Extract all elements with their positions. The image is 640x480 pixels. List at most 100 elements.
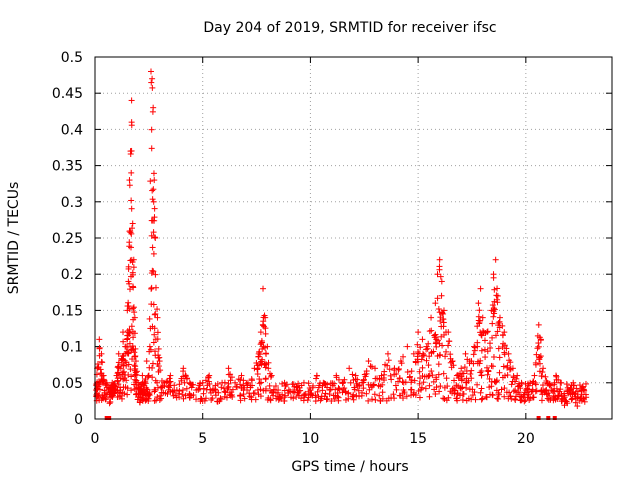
data-point: [212, 387, 219, 394]
data-point: [318, 395, 325, 402]
data-point: [119, 376, 126, 383]
data-point: [495, 322, 502, 329]
x-tick-label: 0: [91, 431, 100, 447]
data-point: [152, 284, 159, 291]
data-point: [257, 393, 264, 400]
data-point: [290, 395, 297, 402]
data-point: [423, 346, 430, 353]
data-point: [539, 382, 546, 389]
data-point: [261, 323, 268, 330]
data-point: [445, 394, 452, 401]
data-point: [399, 378, 406, 385]
data-point: [190, 381, 197, 388]
data-point: [149, 374, 156, 381]
data-point: [367, 363, 374, 370]
data-point: [353, 380, 360, 387]
data-point: [583, 394, 590, 401]
data-point: [238, 384, 245, 391]
data-point: [488, 362, 495, 369]
data-point: [477, 389, 484, 396]
data-point: [225, 383, 232, 390]
data-point: [360, 385, 367, 392]
data-point: [433, 374, 440, 381]
data-point: [129, 225, 136, 232]
data-point: [123, 377, 130, 384]
data-point: [365, 358, 372, 365]
data-point: [112, 383, 119, 390]
data-point: [161, 382, 168, 389]
grid-lines: [95, 57, 612, 419]
data-point: [215, 389, 222, 396]
data-point: [184, 375, 191, 382]
data-point: [290, 381, 297, 388]
data-point: [148, 126, 155, 133]
data-point: [432, 390, 439, 397]
data-point: [315, 393, 322, 400]
data-point: [477, 285, 484, 292]
data-point: [403, 393, 410, 400]
data-point: [518, 393, 525, 400]
data-point: [146, 315, 153, 322]
data-point: [258, 339, 265, 346]
data-point: [207, 389, 214, 396]
data-point: [374, 375, 381, 382]
data-point: [423, 373, 430, 380]
data-point: [385, 395, 392, 402]
data-point: [420, 379, 427, 386]
data-point: [130, 304, 137, 311]
y-tick-label: 0.3: [61, 195, 83, 211]
data-point: [304, 397, 311, 404]
data-point: [485, 368, 492, 375]
data-point: [351, 384, 358, 391]
data-point: [121, 390, 128, 397]
data-point: [313, 372, 320, 379]
data-point: [537, 353, 544, 360]
data-point: [128, 97, 135, 104]
data-point: [494, 299, 501, 306]
data-point: [580, 386, 587, 393]
data-point: [498, 386, 505, 393]
data-point: [176, 387, 183, 394]
data-point: [360, 377, 367, 384]
data-point: [125, 371, 132, 378]
data-point: [152, 310, 159, 317]
data-point: [414, 341, 421, 348]
data-point: [420, 350, 427, 357]
data-point: [176, 381, 183, 388]
data-point: [281, 387, 288, 394]
data-point: [391, 365, 398, 372]
data-point: [322, 381, 329, 388]
data-point: [148, 232, 155, 239]
data-point: [238, 372, 245, 379]
data-point: [404, 369, 411, 376]
data-point: [321, 393, 328, 400]
data-point: [450, 362, 457, 369]
data-point: [125, 265, 132, 272]
data-point: [419, 364, 426, 371]
data-point: [400, 387, 407, 394]
data-point: [228, 389, 235, 396]
data-point: [180, 395, 187, 402]
data-point: [511, 378, 518, 385]
data-point: [240, 377, 247, 384]
data-point: [436, 256, 443, 263]
data-point: [532, 361, 539, 368]
data-point: [120, 356, 127, 363]
data-point: [524, 389, 531, 396]
data-point: [472, 396, 479, 403]
data-point: [289, 388, 296, 395]
zero-value-marks: [552, 416, 557, 420]
data-point: [440, 395, 447, 402]
data-point: [127, 229, 134, 236]
data-point: [205, 373, 212, 380]
data-point: [494, 292, 501, 299]
data-point: [186, 394, 193, 401]
data-point: [151, 205, 158, 212]
data-point: [124, 385, 131, 392]
data-point: [276, 393, 283, 400]
data-point: [570, 382, 577, 389]
data-point: [96, 344, 103, 351]
data-point: [423, 357, 430, 364]
data-point: [496, 314, 503, 321]
data-point: [237, 381, 244, 388]
